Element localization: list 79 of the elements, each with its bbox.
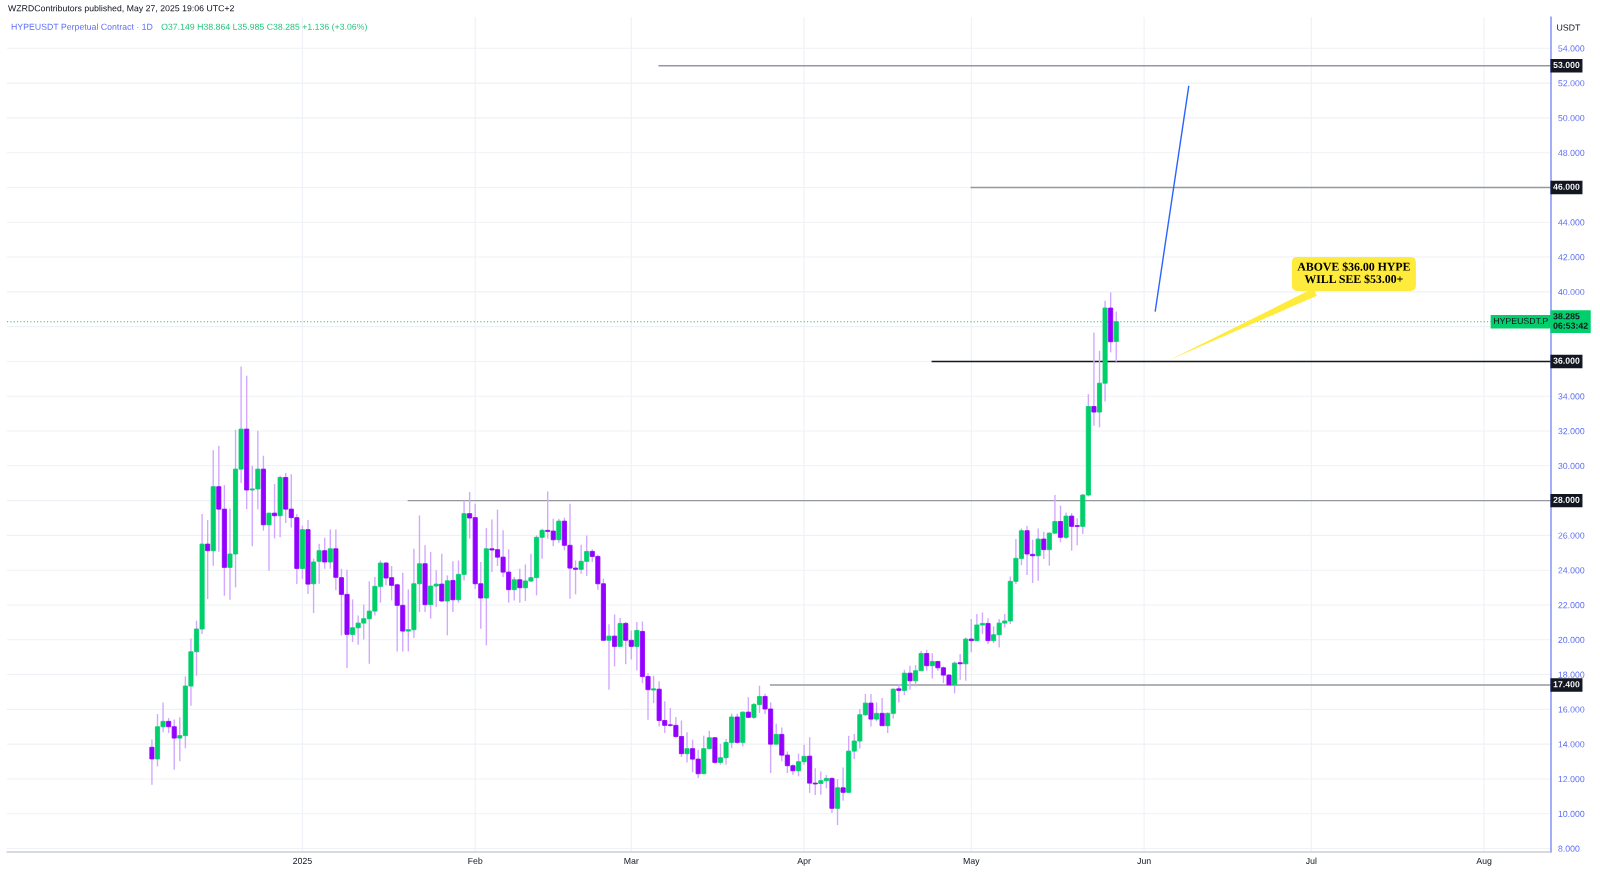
candlestick xyxy=(444,574,450,637)
candlestick xyxy=(868,693,874,728)
y-tick-label: 30.000 xyxy=(1558,462,1585,470)
y-tick-label: 50.000 xyxy=(1558,114,1585,122)
y-tick-label: 8.000 xyxy=(1558,845,1580,852)
y-tick-label: 52.000 xyxy=(1558,80,1585,87)
y-tick-label: 54.000 xyxy=(1558,45,1585,52)
candlestick xyxy=(612,613,618,668)
candlestick xyxy=(322,536,328,570)
series-label: 46.000 xyxy=(1553,183,1580,190)
text: O37.149 H38.864 L35.985 C38.285 +1.136 (+3.06%) xyxy=(161,23,367,32)
candlestick xyxy=(327,528,333,570)
candlestick xyxy=(149,738,155,786)
candlestick xyxy=(556,518,562,544)
candlestick xyxy=(450,560,456,613)
x-tick-label: May xyxy=(963,857,980,866)
candlestick xyxy=(968,618,974,653)
text: HYPEUSDT.P xyxy=(1494,317,1548,325)
candlestick xyxy=(952,660,958,695)
y-tick-label: 22.000 xyxy=(1558,602,1585,609)
annotation: ABOVE $36.00 HYPE WILL SEE $53.00+ xyxy=(1297,262,1410,284)
y-tick-label: 20.000 xyxy=(1558,636,1585,644)
y-tick-label: 48.000 xyxy=(1558,149,1585,156)
candlestick xyxy=(205,519,211,600)
candlestick xyxy=(985,617,991,645)
candlestick xyxy=(272,483,278,540)
y-tick-label: 32.000 xyxy=(1558,428,1585,435)
series-label: 28.000 xyxy=(1553,496,1580,503)
candlestick xyxy=(651,675,657,704)
candlestick xyxy=(266,512,272,572)
y-tick-label: 10.000 xyxy=(1558,810,1585,817)
series-label: 36.000 xyxy=(1553,357,1580,364)
x-tick-label: Aug xyxy=(1476,857,1492,866)
candlestick xyxy=(773,723,779,745)
y-tick-label: 34.000 xyxy=(1558,393,1585,400)
candlestick xyxy=(511,576,517,602)
candlestick xyxy=(1091,331,1097,427)
candlestick xyxy=(901,668,907,696)
series-label: 17.400 xyxy=(1553,681,1580,688)
candlestick xyxy=(907,665,913,691)
ref-line-label: 38.285 06:53:42 xyxy=(1553,313,1588,329)
x-tick-label: Jul xyxy=(1305,857,1317,864)
x-tick-label: Apr xyxy=(797,857,811,866)
candlestick xyxy=(835,778,841,826)
y-tick-label: 42.000 xyxy=(1558,254,1585,261)
candlestick xyxy=(1041,531,1047,560)
y-tick-label: 44.000 xyxy=(1558,219,1585,226)
candlestick xyxy=(1063,511,1069,540)
candlestick xyxy=(840,766,846,802)
candlestick xyxy=(874,701,880,723)
candlestick xyxy=(929,652,935,680)
candlestick xyxy=(684,731,690,764)
x-tick-label: Mar xyxy=(624,857,639,864)
text: WZRDContributors published, May 27, 2025 19:06 UTC+2 xyxy=(8,4,234,14)
candlestick xyxy=(634,621,640,672)
y-tick-label: 12.000 xyxy=(1558,776,1585,783)
series-label: 53.000 xyxy=(1553,61,1580,69)
candlestick xyxy=(896,683,902,704)
y-tick-label: 24.000 xyxy=(1558,567,1585,574)
x-tick-label: Feb xyxy=(468,857,483,864)
x-tick-label: Jun xyxy=(1137,857,1151,864)
y-tick-label: 26.000 xyxy=(1558,532,1585,539)
y-tick-label: 18.000 xyxy=(1558,671,1585,678)
y-axis-title: USDT xyxy=(1557,24,1581,31)
candlestick xyxy=(1057,504,1063,544)
candlestick xyxy=(517,568,523,604)
candlestick xyxy=(1035,527,1041,582)
candlestick xyxy=(879,697,885,727)
text: HYPEUSDT Perpetual Contract · 1D xyxy=(11,23,153,32)
candlestick xyxy=(957,653,963,681)
candlestick xyxy=(439,552,445,603)
y-tick-label: 40.000 xyxy=(1558,288,1585,296)
candlestick xyxy=(606,623,612,691)
y-tick-label: 16.000 xyxy=(1558,706,1585,713)
candlestick xyxy=(617,617,623,648)
y-tick-label: 14.000 xyxy=(1558,741,1585,748)
x-tick-label: 2025 xyxy=(293,857,312,864)
candlestick xyxy=(924,648,930,672)
candlestick xyxy=(1113,310,1119,363)
